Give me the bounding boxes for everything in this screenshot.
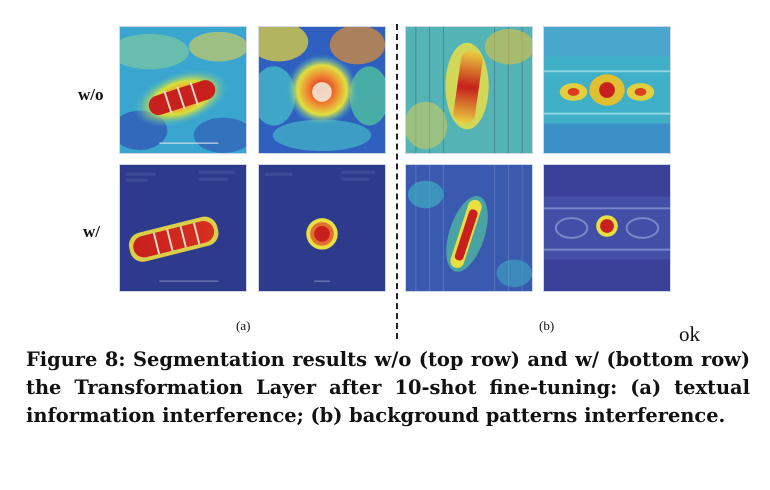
heatmap-textual-stripe-wo-icon xyxy=(120,27,246,153)
heatmap-background-stripe-wo-icon xyxy=(406,27,532,153)
heatmap-textual-stripe-w-icon xyxy=(120,165,246,291)
heatmap-textual-spot-wo-icon xyxy=(259,27,385,153)
panel-b2-top xyxy=(543,26,671,154)
figure-caption: Figure 8: Segmentation results w/o (top … xyxy=(26,348,750,427)
panel-a2-bottom xyxy=(258,164,386,292)
subfigure-label-a: (a) xyxy=(236,318,251,333)
panel-a1-top xyxy=(119,26,247,154)
panel-a1-bottom xyxy=(119,164,247,292)
heatmap-background-slots-wo-icon xyxy=(544,27,670,153)
row-label-top: w/o xyxy=(78,85,104,104)
panel-b2-bottom xyxy=(543,164,671,292)
panel-a2-top xyxy=(258,26,386,154)
heatmap-background-stripe-w-icon xyxy=(406,165,532,291)
panel-b1-bottom xyxy=(405,164,533,292)
subfigure-label-b: (b) xyxy=(539,318,555,333)
row-label-bottom: w/ xyxy=(83,222,100,241)
subfigure-divider xyxy=(396,24,398,339)
annotation-text: ok xyxy=(679,322,700,346)
heatmap-background-slots-w-icon xyxy=(544,165,670,291)
panel-b1-top xyxy=(405,26,533,154)
heatmap-textual-spot-w-icon xyxy=(259,165,385,291)
